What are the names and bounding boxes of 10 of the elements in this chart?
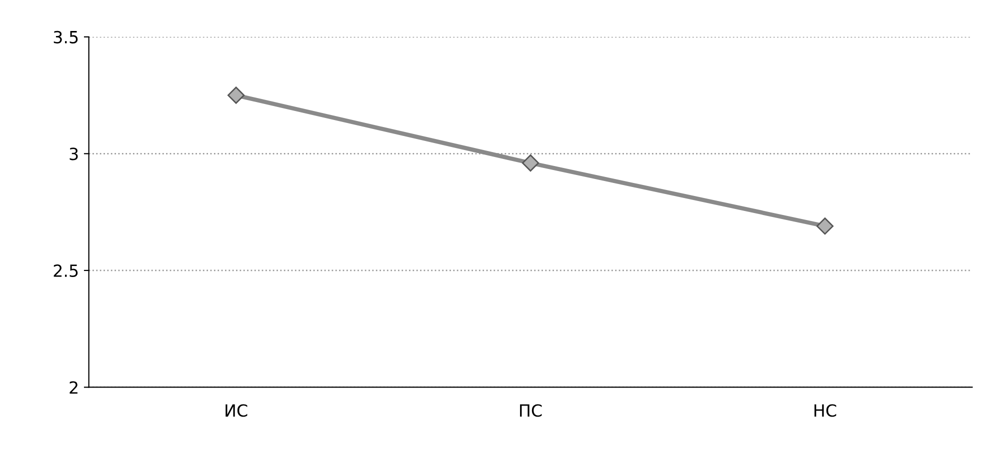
y-tick-label: 2.5 <box>54 264 78 278</box>
x-tick-label: НС <box>814 404 836 417</box>
x-tick-label: ИС <box>226 404 248 417</box>
point <box>228 86 245 104</box>
y-tick-label: 3.5 <box>54 30 78 44</box>
x-tick-label: ПС <box>520 404 542 417</box>
point <box>522 154 540 172</box>
y-tick-label: 3 <box>70 148 78 160</box>
y-tick-label: 2 <box>70 381 78 394</box>
point <box>816 218 834 235</box>
